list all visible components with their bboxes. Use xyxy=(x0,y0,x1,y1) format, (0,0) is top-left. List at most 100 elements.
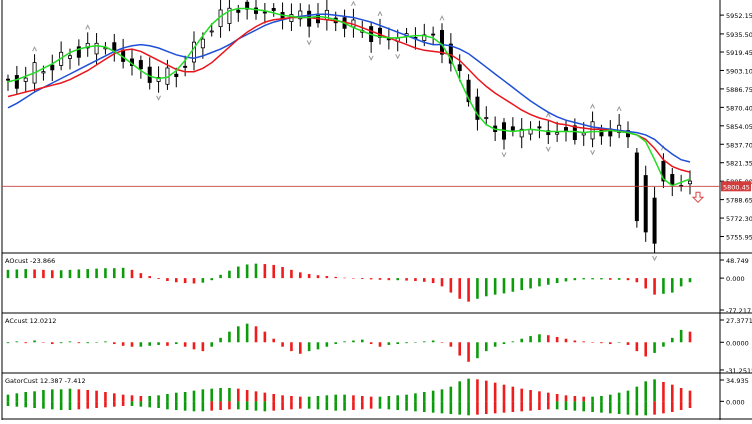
fractal-down-marker xyxy=(501,152,507,158)
ac-bar xyxy=(520,338,524,343)
ac-bar xyxy=(458,342,462,356)
ac-bar xyxy=(290,342,293,352)
ao-bar xyxy=(166,278,169,282)
candle-body xyxy=(555,132,560,135)
candle-body xyxy=(670,174,675,186)
ao-bar xyxy=(139,273,143,279)
ao-bar xyxy=(24,269,28,279)
ac-bar xyxy=(343,341,346,343)
gator-lower-bar xyxy=(617,401,621,414)
gator-upper-bar xyxy=(405,394,408,402)
price-tick-label: 5919.45 xyxy=(726,49,752,57)
ac-bar xyxy=(493,342,497,347)
ao-bar xyxy=(617,278,621,280)
gator-lower-bar xyxy=(112,401,116,407)
fractal-up-marker xyxy=(545,112,551,118)
gator-lower-bar xyxy=(467,401,470,416)
candle-body xyxy=(112,42,117,51)
gator-upper-bar xyxy=(476,379,479,402)
current-price-label: 5800.45 xyxy=(723,183,750,191)
gator-upper-bar xyxy=(121,394,125,402)
ao-bar xyxy=(431,278,435,284)
ao-bar xyxy=(148,276,152,279)
gator-upper-bar xyxy=(529,390,532,402)
gator-lower-bar xyxy=(458,401,462,415)
gator-upper-bar xyxy=(688,390,692,402)
gator-tick-label: 34.935 xyxy=(726,377,749,385)
gator-lower-bar xyxy=(670,401,674,412)
ao-title: AOcust -23.866 xyxy=(5,257,55,265)
candle-body xyxy=(564,127,569,131)
price-tick-label: 5788.65 xyxy=(726,197,752,205)
ao-bar xyxy=(201,278,205,283)
ao-bar xyxy=(369,278,373,280)
gator-upper-bar xyxy=(600,396,603,402)
gator-upper-bar xyxy=(192,390,196,402)
gator-lower-bar xyxy=(520,401,524,412)
candle-body xyxy=(76,46,81,58)
gator-upper-bar xyxy=(290,396,293,402)
candle-body xyxy=(599,129,604,137)
gator-upper-bar xyxy=(298,396,302,402)
gator-upper-bar xyxy=(343,394,346,402)
ao-bar xyxy=(662,278,665,294)
candle-body xyxy=(41,71,46,74)
candle-body xyxy=(271,7,276,11)
candle-body xyxy=(23,77,28,82)
ao-bar xyxy=(538,278,541,287)
gator-upper-bar xyxy=(608,394,612,402)
candle-body xyxy=(634,152,639,222)
gator-upper-bar xyxy=(174,392,178,402)
candle-body xyxy=(209,30,214,33)
fractal-down-marker xyxy=(156,95,162,101)
gator-lower-bar xyxy=(316,401,320,410)
ao-bar xyxy=(290,269,293,279)
ao-bar xyxy=(644,278,648,289)
ac-bar xyxy=(449,342,453,347)
fractal-down-marker xyxy=(545,146,551,153)
gator-lower-bar xyxy=(644,401,648,416)
gator-upper-bar xyxy=(33,391,36,402)
gator-lower-bar xyxy=(166,401,169,410)
ac-bar xyxy=(635,342,639,352)
gator-lower-bar xyxy=(431,401,435,413)
ao-tick-label: -77.217 xyxy=(726,307,751,315)
ao-bar xyxy=(484,278,488,297)
ac-bar xyxy=(414,342,417,343)
ac-bar xyxy=(644,342,648,357)
gator-upper-bar xyxy=(414,393,417,402)
gator-lower-bar xyxy=(546,401,550,410)
fractal-up-marker xyxy=(590,103,596,109)
gator-upper-bar xyxy=(458,381,462,402)
gator-lower-bar xyxy=(121,401,125,406)
candle-body xyxy=(236,9,241,13)
ac-bar xyxy=(662,342,665,347)
ao-bar xyxy=(334,276,338,279)
gator-upper-bar xyxy=(670,384,674,402)
gator-lower-bar xyxy=(33,401,36,408)
ao-bar xyxy=(520,278,524,291)
ac-bar xyxy=(387,342,391,345)
gator-upper-bar xyxy=(653,379,656,402)
fractal-up-marker xyxy=(377,10,383,17)
ac-bar xyxy=(484,342,488,352)
ac-tick-label: -31.2515 xyxy=(726,367,752,375)
candle-body xyxy=(688,180,693,185)
ao-bar xyxy=(449,278,453,293)
ao-tick-label: 48.749 xyxy=(726,257,749,265)
ao-bar xyxy=(42,269,45,279)
gator-lower-bar xyxy=(59,401,63,410)
ao-bar xyxy=(316,275,320,279)
gator-lower-bar xyxy=(422,401,426,412)
fractal-down-marker xyxy=(590,150,596,156)
gator-upper-bar xyxy=(617,392,621,402)
fractal-down-marker xyxy=(306,40,312,46)
ac-bar xyxy=(352,340,355,343)
ac-bar xyxy=(653,342,656,353)
gator-upper-bar xyxy=(236,388,240,402)
ac-bar xyxy=(422,341,426,343)
ao-bar xyxy=(608,278,612,280)
ao-bar xyxy=(343,277,346,279)
